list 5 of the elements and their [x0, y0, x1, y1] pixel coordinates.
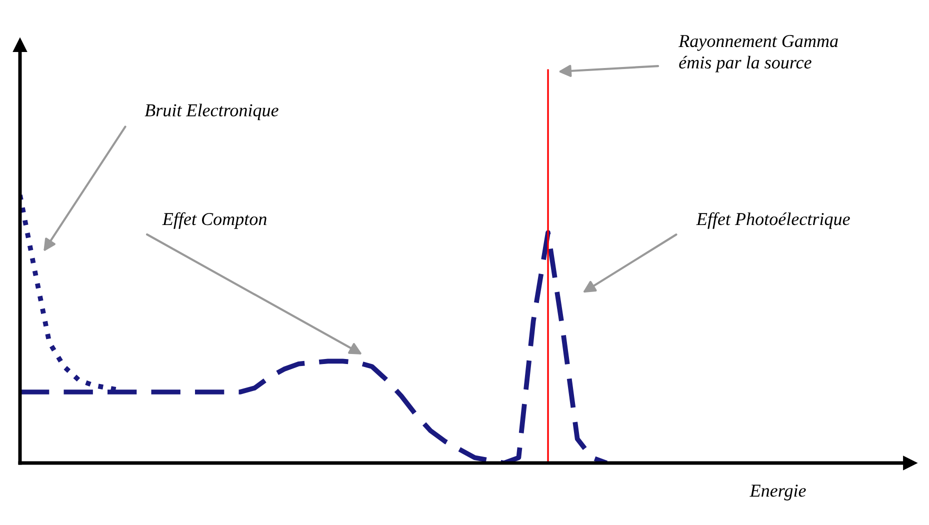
text: Energie	[750, 484, 806, 500]
annotation: Effet Compton	[162, 212, 266, 229]
text: Bruit Electronique	[144, 104, 278, 120]
text: Effet Photoélectrique	[696, 212, 850, 229]
text: Rayonnement Gamma émis par la source	[678, 34, 838, 72]
